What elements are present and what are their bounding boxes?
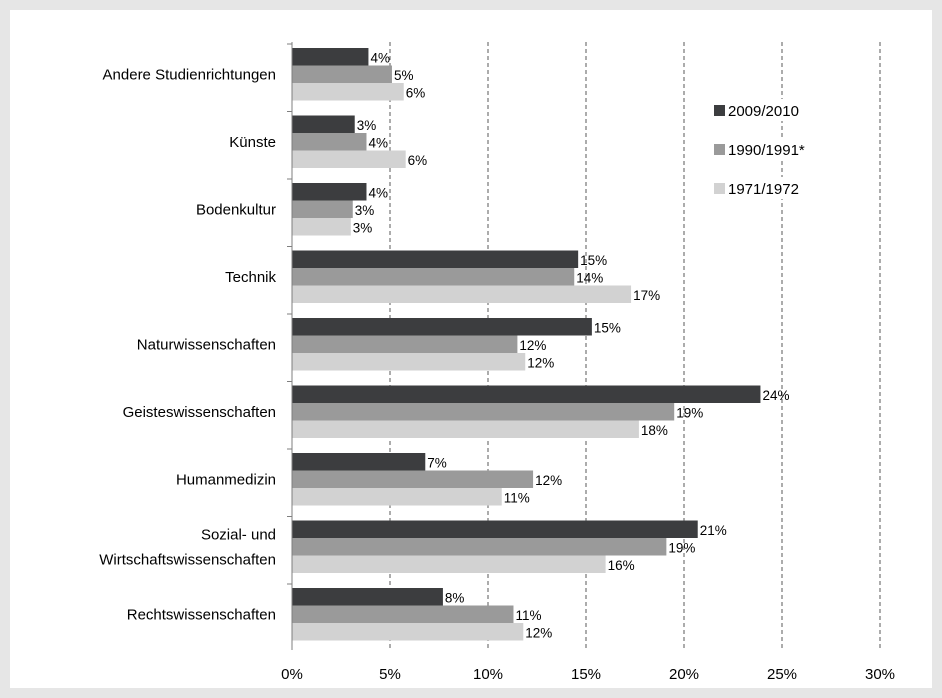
data-label: 11%	[515, 608, 541, 623]
data-label: 4%	[368, 186, 388, 201]
data-label: 6%	[408, 153, 428, 168]
category-label: Naturwissenschaften	[137, 336, 276, 353]
data-label: 3%	[355, 203, 375, 218]
legend-swatch	[714, 144, 725, 155]
bar	[292, 48, 369, 66]
bar	[292, 285, 632, 303]
category-label: Sozial- und Wirtschaftswissenschaften	[99, 526, 276, 568]
data-label: 12%	[519, 338, 546, 353]
data-label: 8%	[445, 591, 465, 606]
bar	[292, 605, 514, 623]
x-tick-label: 25%	[767, 666, 797, 683]
x-tick-label: 10%	[473, 666, 503, 683]
bar	[292, 453, 426, 471]
labels: 0% 5% 10% 15% 20% 25% 30% 4% 5% 6% Andere Studienr…	[99, 51, 895, 684]
bar	[292, 385, 761, 403]
category-label-line: Rechtswissenschaften	[127, 606, 276, 623]
data-label: 18%	[641, 423, 668, 438]
data-label: 12%	[527, 356, 554, 371]
bar	[292, 335, 518, 353]
bar	[292, 218, 351, 236]
bar	[292, 520, 698, 538]
data-label: 14%	[576, 271, 603, 286]
legend-label: 1990/1991*	[728, 142, 805, 159]
bar	[292, 470, 534, 488]
bar	[292, 488, 502, 506]
category-label: Technik	[225, 269, 276, 286]
bar	[292, 623, 524, 641]
category-label-line: Humanmedizin	[176, 471, 276, 488]
bar	[292, 200, 353, 218]
legend: 2009/2010 1990/1991* 1971/1972	[712, 99, 822, 199]
bar	[292, 183, 367, 201]
data-label: 7%	[427, 456, 447, 471]
data-label: 5%	[394, 68, 414, 83]
data-label: 15%	[580, 253, 607, 268]
category-label: Geisteswissenschaften	[123, 404, 276, 421]
category-label-line: Technik	[225, 269, 276, 286]
data-label: 12%	[525, 626, 552, 641]
category-label-line: Naturwissenschaften	[137, 336, 276, 353]
legend-swatch	[714, 183, 725, 194]
data-label: 3%	[353, 221, 373, 236]
category-label-line: Bodenkultur	[196, 201, 276, 218]
data-label: 6%	[406, 86, 426, 101]
bar	[292, 150, 406, 168]
category-label-line: Künste	[229, 134, 276, 151]
data-label: 21%	[700, 523, 727, 538]
legend-swatch	[714, 105, 725, 116]
data-label: 4%	[370, 51, 390, 66]
category-label: Bodenkultur	[196, 201, 276, 218]
x-tick-label: 0%	[281, 666, 303, 683]
bar	[292, 250, 579, 268]
bar	[292, 268, 575, 286]
category-label-line: Wirtschaftswissenschaften	[99, 551, 276, 568]
bar	[292, 133, 367, 151]
legend-item	[712, 138, 822, 160]
data-label: 17%	[633, 288, 660, 303]
bar	[292, 420, 639, 438]
category-label-line: Geisteswissenschaften	[123, 404, 276, 421]
data-label: 11%	[504, 491, 530, 506]
data-label: 3%	[357, 118, 377, 133]
data-label: 24%	[762, 388, 789, 403]
data-label: 16%	[608, 558, 635, 573]
bar	[292, 83, 404, 101]
x-tick-label: 5%	[379, 666, 401, 683]
bar	[292, 353, 526, 371]
bar	[292, 403, 675, 421]
x-tick-label: 20%	[669, 666, 699, 683]
bar	[292, 588, 443, 606]
data-label: 12%	[535, 473, 562, 488]
bar	[292, 555, 606, 573]
legend-label: 1971/1972	[728, 181, 799, 198]
category-label-line: Sozial- und	[201, 526, 276, 543]
data-label: 19%	[668, 541, 695, 556]
bar	[292, 318, 592, 336]
category-label-line: Andere Studienrichtungen	[103, 66, 276, 83]
x-tick-label: 30%	[865, 666, 895, 683]
bar	[292, 65, 392, 83]
bar	[292, 115, 355, 133]
data-label: 4%	[368, 136, 388, 151]
category-label: Künste	[229, 134, 276, 151]
data-label: 19%	[676, 406, 703, 421]
category-label: Andere Studienrichtungen	[103, 66, 276, 83]
legend-item	[712, 177, 822, 199]
x-tick-label: 15%	[571, 666, 601, 683]
legend-item	[712, 99, 822, 121]
legend-label: 2009/2010	[728, 103, 799, 120]
category-label: Humanmedizin	[176, 471, 276, 488]
category-label: Rechtswissenschaften	[127, 606, 276, 623]
bar	[292, 538, 667, 556]
data-label: 15%	[594, 321, 621, 336]
bars	[292, 48, 761, 641]
axes	[287, 42, 293, 650]
